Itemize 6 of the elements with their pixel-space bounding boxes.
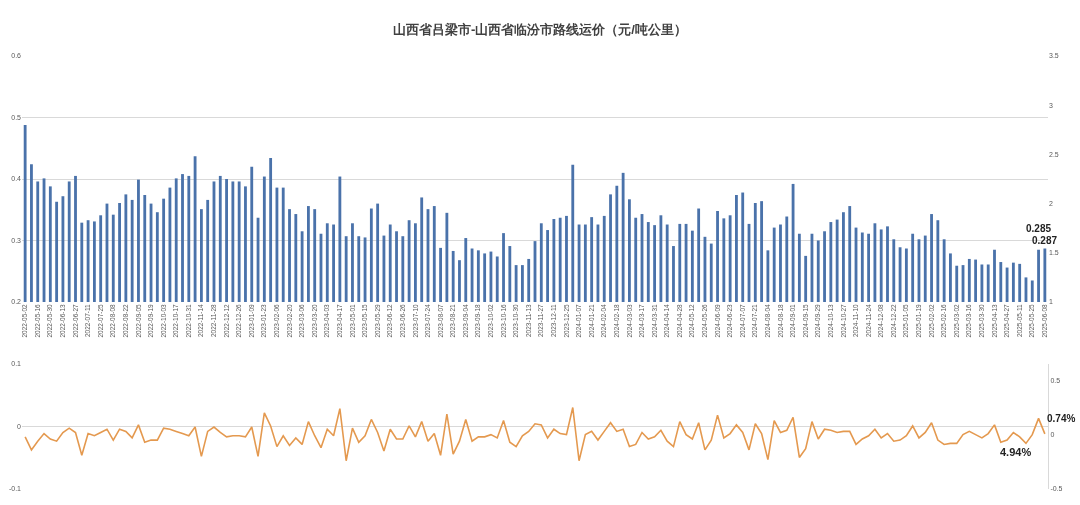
data-label: 0.287 — [1032, 235, 1058, 246]
data-label: 0.285 — [1026, 223, 1052, 234]
data-label: 0.74% — [1047, 413, 1076, 424]
line-series — [24, 406, 1046, 462]
chart-title: 山西省吕梁市-山西省临汾市路线运价（元/吨公里） — [393, 21, 687, 37]
annotation: 4.94% — [1000, 446, 1032, 458]
